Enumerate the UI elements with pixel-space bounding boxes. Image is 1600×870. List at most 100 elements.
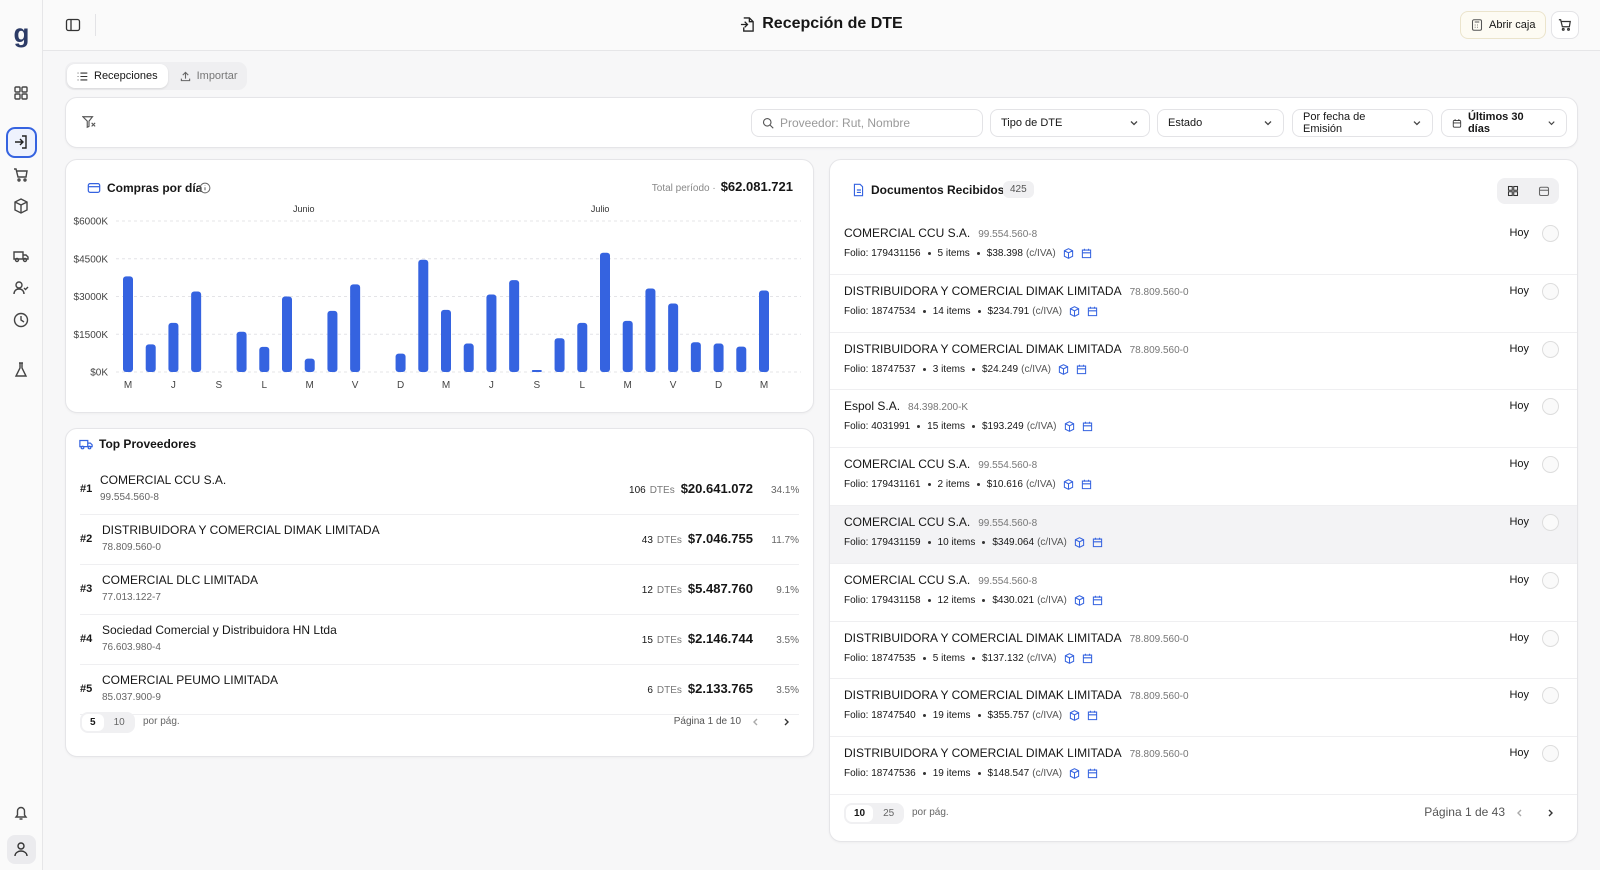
tab-import[interactable]: Importar (170, 64, 248, 88)
document-row[interactable]: COMERCIAL CCU S.A. 99.554.560-8 Folio: 179… (830, 506, 1577, 564)
page-size-option[interactable]: 10 (113, 717, 125, 728)
document-rut: 78.809.560-0 (1129, 691, 1189, 703)
supplier-share: 3.5% (776, 635, 799, 646)
document-date: Hoy (1509, 342, 1529, 355)
range-select[interactable]: Últimos 30 días (1441, 109, 1567, 137)
icon-path (1064, 421, 1074, 433)
supplier-row[interactable]: #5 COMERCIAL PEUMO LIMITADA 85.037.900-9 6 D… (80, 665, 799, 715)
open-register-button[interactable]: Abrir caja (1460, 11, 1547, 39)
nav-users[interactable] (13, 280, 29, 296)
document-row[interactable]: DISTRIBUIDORA Y COMERCIAL DIMAK LIMITADA… (830, 679, 1577, 738)
date-field-select[interactable]: Por fecha de Emisión (1292, 109, 1433, 137)
page-next[interactable] (781, 717, 791, 727)
separator (971, 425, 975, 429)
page-next[interactable] (1545, 808, 1555, 818)
supplier-row[interactable]: #1 COMERCIAL CCU S.A. 99.554.560-8 106 DTEs $… (80, 465, 799, 515)
document-rut: 78.809.560-0 (1129, 286, 1189, 298)
nav-dashboard[interactable] (13, 85, 29, 101)
search-input[interactable]: Proveedor: Rut, Nombre (751, 109, 983, 137)
dte-type-select[interactable]: Tipo de DTE (990, 109, 1150, 137)
status-select[interactable]: Estado (1157, 109, 1284, 137)
supplier-row[interactable]: #3 COMERCIAL DLC LIMITADA 77.013.122-7 12 DT… (80, 565, 799, 615)
x-tick-label: D (715, 380, 722, 391)
bar (441, 309, 451, 372)
bar (577, 322, 588, 372)
icon-path (1069, 768, 1080, 780)
nav-products[interactable] (13, 198, 29, 214)
nav-reception[interactable] (13, 134, 29, 150)
bar (350, 284, 361, 372)
icon-path (1087, 711, 1098, 721)
document-items: 19 items (932, 768, 971, 780)
clear-filter-icon[interactable] (82, 115, 96, 129)
document-amount-wrap: $349.064 (c/IVA) (992, 537, 1067, 548)
bar (690, 342, 701, 372)
page-prev[interactable] (751, 717, 761, 727)
grid-view[interactable] (1507, 185, 1519, 197)
info-icon[interactable] (199, 182, 211, 194)
supplier-dte-unit: DTEs (656, 585, 682, 596)
document-head: DISTRIBUIDORA Y COMERCIAL DIMAK LIMITADA… (844, 688, 1189, 702)
bar (418, 259, 429, 372)
chevron (1130, 121, 1138, 126)
nav-active[interactable] (6, 127, 37, 158)
logo[interactable]: g (13, 18, 30, 48)
documents-count: 425 (1003, 181, 1034, 198)
icon-path (1092, 537, 1103, 548)
document-status (1542, 745, 1559, 763)
sidebar-toggle[interactable] (65, 17, 81, 33)
document-row[interactable]: COMERCIAL CCU S.A. 99.554.560-8 Folio: 179… (830, 564, 1577, 622)
supplier-amount: $5.487.760 (687, 581, 753, 596)
nav-history[interactable] (13, 312, 29, 328)
supplier-row[interactable]: #2 DISTRIBUIDORA Y COMERCIAL DIMAK LIMITA… (80, 515, 799, 565)
document-rut: 99.554.560-8 (978, 460, 1038, 472)
x-tick-label: D (397, 380, 404, 391)
chevron (784, 718, 789, 726)
open-register-label: Abrir caja (1489, 19, 1536, 31)
document-row[interactable]: Espol S.A. 84.398.200-K Folio: 4031991 15 i… (830, 390, 1577, 449)
nav-profile[interactable] (13, 841, 29, 857)
page-size-option[interactable]: 5 (82, 714, 104, 731)
document-amount: $355.757 (987, 710, 1030, 722)
supplier-name: COMERCIAL CCU S.A. (100, 473, 227, 487)
document-supplier: Espol S.A. (844, 399, 901, 414)
box-icon (1069, 305, 1080, 317)
supplier-stats: 43 DTEs $7.046.755 11.7% (642, 531, 799, 546)
bar (463, 343, 474, 372)
bar (145, 344, 156, 372)
separator (976, 483, 980, 487)
document-row[interactable]: COMERCIAL CCU S.A. 99.554.560-8 Folio: 179… (830, 448, 1577, 506)
cart-button[interactable] (1551, 11, 1579, 39)
supplier-row[interactable]: #4 Sociedad Comercial y Distribuidora HN … (80, 615, 799, 665)
nav-cart[interactable] (13, 167, 29, 183)
document-row[interactable]: DISTRIBUIDORA Y COMERCIAL DIMAK LIMITADA… (830, 737, 1577, 795)
document-supplier: COMERCIAL CCU S.A. (844, 457, 971, 472)
page-prev[interactable] (1515, 808, 1525, 818)
document-amount: $430.021 (992, 594, 1035, 606)
nav-delivery[interactable] (13, 248, 29, 264)
supplier-rut: 77.013.122-7 (102, 592, 161, 603)
bar (282, 296, 292, 372)
nav-notifications[interactable] (13, 805, 29, 821)
chart-card: Compras por día Total período · $62.081.… (65, 159, 814, 413)
calendar-view[interactable] (1538, 185, 1550, 197)
supplier-stats: 12 DTEs $5.487.760 9.1% (642, 581, 799, 596)
suppliers-title: Top Proveedores (99, 437, 197, 451)
tab-receptions[interactable]: Recepciones (67, 64, 168, 88)
bar (622, 320, 633, 372)
separator (977, 714, 981, 718)
document-row[interactable]: DISTRIBUIDORA Y COMERCIAL DIMAK LIMITADA… (830, 275, 1577, 333)
document-row[interactable]: DISTRIBUIDORA Y COMERCIAL DIMAK LIMITADA… (830, 622, 1577, 680)
x-tick-label: V (670, 380, 677, 391)
document-folio: Folio: 179431158 (844, 594, 921, 606)
document-row[interactable]: COMERCIAL CCU S.A. 99.554.560-8 Folio: 179… (830, 217, 1577, 275)
nav-lab[interactable] (13, 362, 29, 378)
calendar-icon (1092, 537, 1103, 548)
page-size-option[interactable]: 10 (846, 805, 874, 822)
per-page-label: por pág. (143, 716, 180, 727)
document-row[interactable]: DISTRIBUIDORA Y COMERCIAL DIMAK LIMITADA… (830, 333, 1577, 391)
total-label: Total período · (651, 183, 716, 194)
page-size-option[interactable]: 25 (883, 808, 895, 819)
document-tax-note: (c/IVA) (1037, 594, 1067, 606)
supplier-dte-count: 6 (647, 685, 653, 696)
